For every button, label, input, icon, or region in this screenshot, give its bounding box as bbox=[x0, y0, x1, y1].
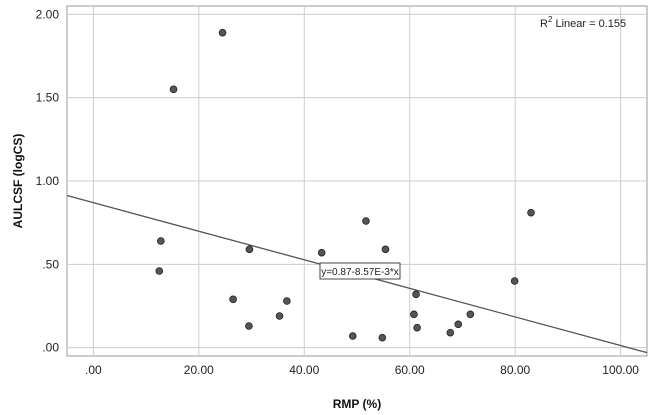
data-point bbox=[229, 295, 237, 304]
x-tick-label: 20.00 bbox=[184, 363, 214, 377]
data-point bbox=[155, 267, 164, 275]
x-tick-label: 60.00 bbox=[395, 363, 425, 377]
r2-annotation: R2 Linear = 0.155 bbox=[540, 15, 626, 30]
data-point bbox=[362, 217, 370, 225]
equation-annotation: y=0.87-8.57E-3*x bbox=[319, 262, 401, 280]
data-point bbox=[454, 320, 463, 329]
r2-annotation-sup: 2 bbox=[548, 15, 553, 24]
data-point bbox=[275, 312, 284, 320]
data-point bbox=[218, 28, 227, 37]
data-point bbox=[317, 248, 326, 257]
r2-annotation-rest: Linear = 0.155 bbox=[552, 18, 626, 30]
equation-label: y=0.87-8.57E-3*x bbox=[321, 267, 399, 278]
x-tick-label: 80.00 bbox=[500, 363, 530, 377]
y-axis-title: AULCSF (logCS) bbox=[11, 134, 25, 229]
data-point bbox=[466, 310, 475, 319]
y-tick-label: 1.50 bbox=[36, 91, 60, 105]
grid-layer bbox=[67, 6, 647, 356]
data-point bbox=[283, 297, 291, 305]
y-tick-label: .00 bbox=[42, 341, 59, 355]
data-point bbox=[169, 85, 178, 94]
x-tick-label: .00 bbox=[85, 363, 102, 377]
data-point bbox=[510, 277, 519, 285]
data-point bbox=[381, 245, 390, 254]
data-point bbox=[157, 237, 165, 245]
data-point bbox=[527, 208, 535, 217]
equation-box bbox=[319, 262, 401, 280]
data-point bbox=[245, 245, 254, 254]
data-point bbox=[245, 322, 253, 330]
r2-annotation-r: R bbox=[540, 18, 548, 30]
tick-layer: .00 20.00 40.00 60.00 80.00 100.00 .00 .50 1.00 1… bbox=[36, 7, 640, 377]
data-point bbox=[446, 328, 455, 337]
data-point bbox=[348, 332, 357, 340]
data-point bbox=[412, 290, 420, 299]
x-axis-title: RMP (%) bbox=[333, 397, 381, 411]
y-tick-label: .50 bbox=[42, 257, 59, 271]
point-layer bbox=[155, 28, 535, 342]
y-tick-label: 2.00 bbox=[36, 7, 60, 21]
data-point bbox=[413, 323, 421, 332]
x-tick-label: 100.00 bbox=[602, 363, 639, 377]
y-tick-label: 1.00 bbox=[36, 174, 60, 188]
x-tick-label: 40.00 bbox=[289, 363, 319, 377]
data-point bbox=[378, 333, 387, 342]
data-point bbox=[410, 310, 418, 319]
